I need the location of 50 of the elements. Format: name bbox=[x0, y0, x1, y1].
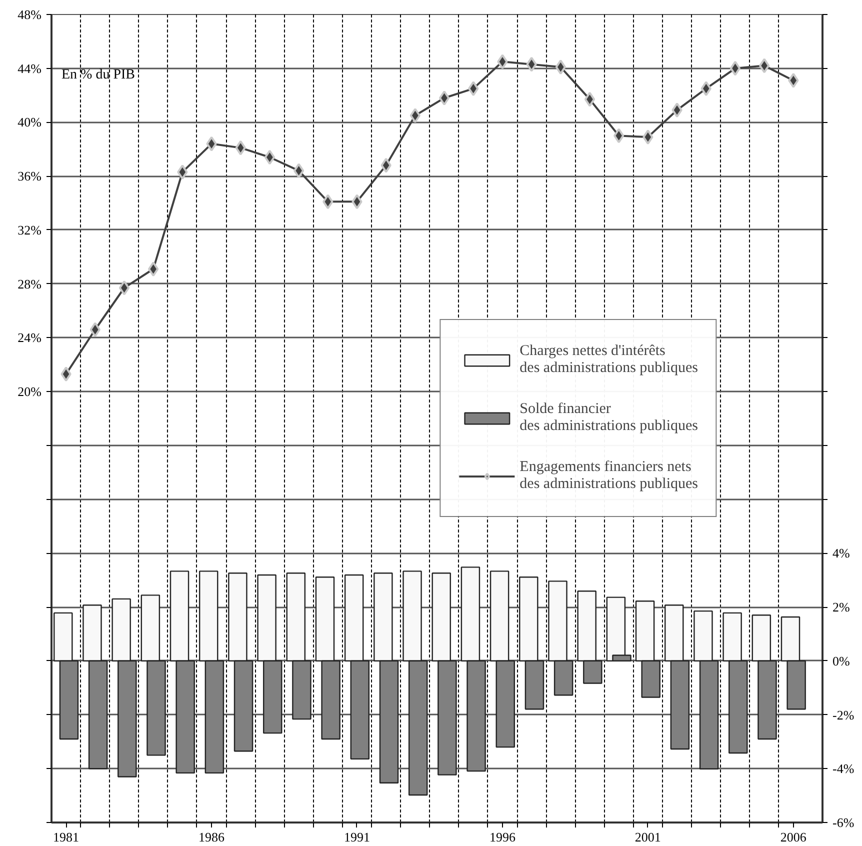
point bbox=[438, 90, 450, 106]
point bbox=[60, 366, 72, 382]
point bbox=[468, 81, 479, 96]
x-tick-label: 2001 bbox=[634, 830, 661, 844]
point bbox=[206, 136, 217, 152]
y2-tick-label: -6% bbox=[832, 815, 854, 830]
y-tick-label: 36% bbox=[18, 168, 42, 184]
point bbox=[642, 130, 654, 145]
point bbox=[758, 58, 770, 74]
y2-tick-label: -2% bbox=[832, 707, 854, 722]
point bbox=[526, 56, 537, 72]
point bbox=[177, 164, 188, 180]
point bbox=[700, 81, 712, 96]
point bbox=[352, 194, 362, 210]
y-tick-label: 48% bbox=[18, 7, 42, 22]
x-tick-label: 1991 bbox=[344, 830, 370, 844]
y2-tick-label: 2% bbox=[832, 600, 850, 615]
point bbox=[235, 140, 246, 156]
y-tick-label: 44% bbox=[18, 60, 42, 76]
point bbox=[730, 60, 741, 76]
y-tick-label: 40% bbox=[18, 114, 42, 130]
y-tick-label: 28% bbox=[18, 276, 42, 292]
point bbox=[584, 92, 596, 107]
y-tick-label: 32% bbox=[18, 222, 42, 238]
point bbox=[90, 322, 100, 338]
y-tick-label: 20% bbox=[18, 384, 42, 400]
point bbox=[380, 158, 392, 173]
point bbox=[614, 128, 624, 144]
x-tick-label: 1996 bbox=[489, 830, 516, 844]
legend-label: Solde financier des administrations publiques bbox=[520, 400, 698, 436]
legend-label: Charges nettes d'intérêts des administrations publiques bbox=[520, 342, 698, 378]
annotation: En % du PIB bbox=[62, 68, 135, 82]
y2-tick-label: -4% bbox=[832, 761, 854, 776]
x-tick-label: 1981 bbox=[53, 830, 80, 844]
x-tick-label: 2006 bbox=[780, 830, 807, 844]
point bbox=[555, 60, 566, 75]
y-tick-label: 24% bbox=[18, 330, 42, 346]
point bbox=[148, 262, 159, 277]
point bbox=[322, 194, 334, 210]
point bbox=[497, 54, 508, 70]
point bbox=[264, 150, 276, 165]
point bbox=[118, 280, 130, 296]
x-tick-label: 1986 bbox=[198, 830, 226, 844]
point bbox=[410, 108, 421, 123]
point bbox=[672, 102, 682, 118]
y2-tick-label: 0% bbox=[832, 653, 850, 668]
point bbox=[293, 163, 304, 178]
y2-tick-label: 4% bbox=[832, 546, 850, 561]
legend-label: Engagements financiers nets des administrations publiques bbox=[520, 458, 698, 494]
point bbox=[788, 72, 799, 88]
